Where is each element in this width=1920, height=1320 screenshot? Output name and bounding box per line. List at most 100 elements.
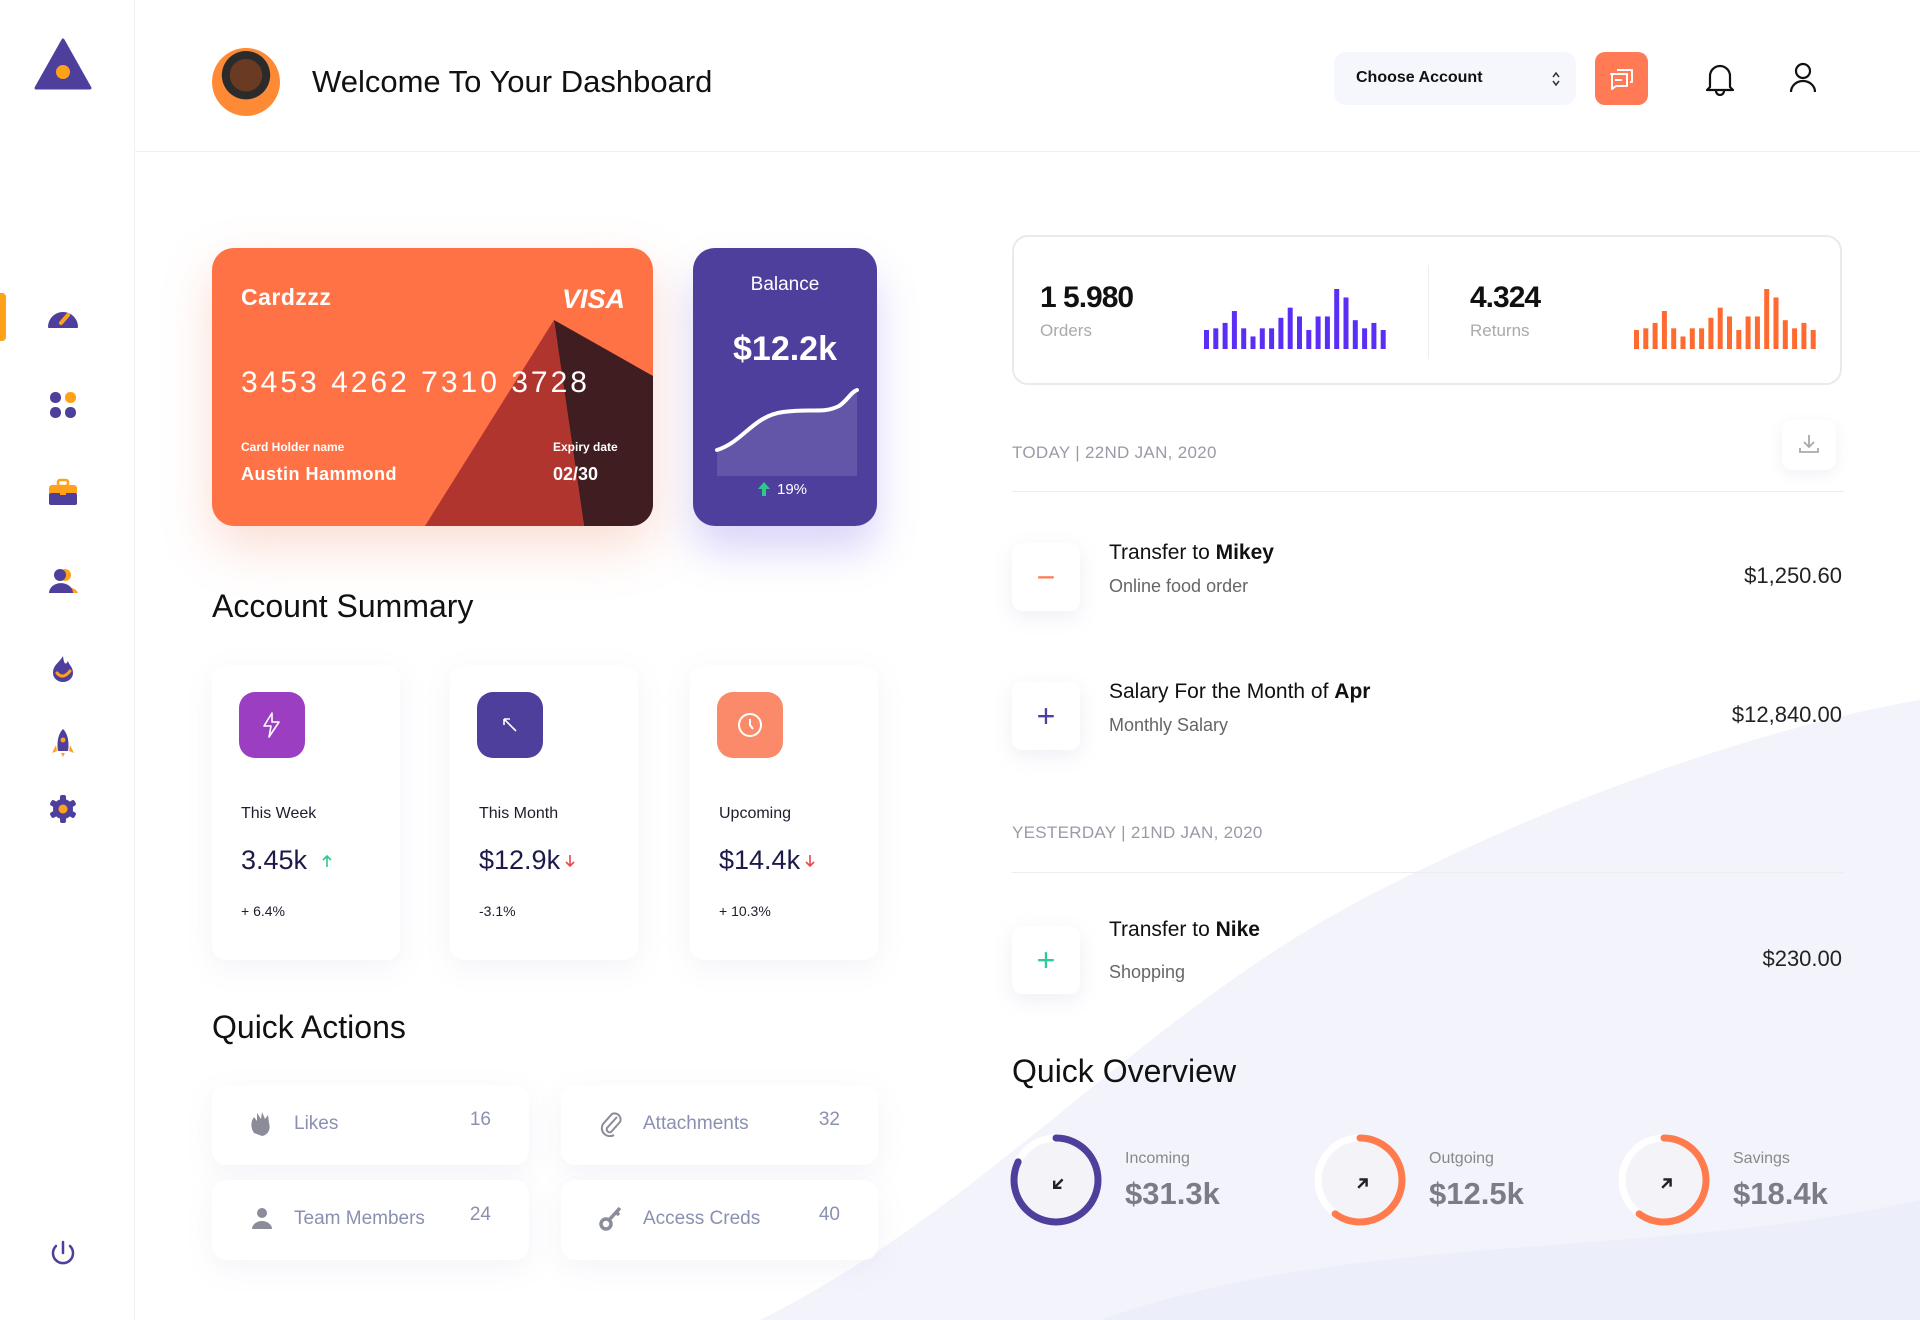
download-button[interactable]: [1782, 420, 1836, 470]
balance-card[interactable]: Balance $12.2k 19%: [693, 248, 877, 526]
progress-arc: [1314, 1134, 1406, 1226]
clap-hands-icon: [251, 1112, 270, 1136]
orders-bar: [1259, 328, 1265, 349]
returns-bar: [1717, 307, 1723, 349]
user-icon[interactable]: [1789, 62, 1817, 94]
quick-action-count: 32: [818, 1109, 840, 1130]
returns-bar: [1689, 328, 1695, 349]
transaction-title-bold: Nike: [1215, 918, 1260, 941]
orders-bar: [1371, 322, 1377, 349]
returns-bar: [1634, 330, 1639, 349]
expiry-label: Expiry date: [553, 440, 618, 454]
overview-value: $18.4k: [1733, 1176, 1828, 1211]
transaction-subtitle: Monthly Salary: [1109, 715, 1229, 735]
orders-value: 1 5.980: [1040, 281, 1134, 314]
card-number: 3453 4262 7310 3728: [241, 366, 590, 399]
trend-down-icon: [565, 855, 575, 868]
summary-value-text: $14.4k: [719, 845, 801, 875]
stats-panel: 1 5.980 Orders 4.324 Returns: [1012, 235, 1842, 385]
summary-card[interactable]: This Week 3.45k + 6.4%: [212, 665, 400, 960]
orders-bar: [1269, 328, 1275, 349]
summary-card[interactable]: This Month $12.9k -3.1%: [450, 665, 638, 960]
summary-card[interactable]: Upcoming $14.4k + 10.3%: [690, 665, 878, 960]
speedometer-icon[interactable]: [47, 301, 79, 333]
summary-value-text: 3.45k: [241, 845, 308, 875]
balance-label: Balance: [750, 274, 820, 295]
page-title: Welcome To Your Dashboard: [312, 64, 713, 99]
balance-value: $12.2k: [733, 330, 837, 368]
apps-grid-icon[interactable]: [47, 389, 79, 421]
power-icon[interactable]: [47, 1238, 79, 1270]
divider: [1012, 491, 1844, 492]
orders-bar: [1204, 330, 1209, 349]
returns-bar: [1801, 322, 1807, 349]
returns-bar: [1680, 336, 1686, 349]
returns-bar: [1773, 297, 1779, 349]
briefcase-icon[interactable]: [47, 477, 79, 509]
quick-action-label: Attachments: [643, 1113, 749, 1134]
plus-icon: +: [1012, 682, 1080, 750]
account-summary-title: Account Summary: [212, 588, 474, 624]
orders-bar: [1222, 322, 1228, 349]
sidebar: [0, 0, 135, 1320]
balance-sparkline: [715, 388, 859, 476]
fire-icon[interactable]: [47, 653, 79, 685]
messages-button[interactable]: [1595, 52, 1648, 105]
account-select-value: Choose Account: [1356, 69, 1483, 86]
quick-action-count: 40: [818, 1204, 840, 1225]
summary-value: 3.45k: [241, 845, 335, 876]
overview-label: Savings: [1733, 1150, 1790, 1167]
transaction-title: Transfer to Mikey: [1109, 541, 1274, 565]
card-pattern: [425, 320, 653, 526]
quick-action-team-members[interactable]: Team Members 24: [212, 1180, 529, 1260]
arrow-down-left-icon: [1053, 1178, 1064, 1190]
returns-value: 4.324: [1470, 281, 1541, 314]
returns-bar: [1699, 328, 1705, 349]
orders-bar: [1352, 320, 1358, 349]
bell-icon[interactable]: [1705, 62, 1735, 96]
account-select[interactable]: Choose Account: [1334, 52, 1576, 105]
arrow-up-right-icon: [1661, 1178, 1672, 1189]
key-icon: [599, 1206, 622, 1231]
credit-card[interactable]: Cardzzz VISA 3453 4262 7310 3728 Card Ho…: [212, 248, 653, 526]
returns-bar: [1736, 330, 1742, 349]
summary-label: Upcoming: [719, 805, 792, 822]
returns-bar: [1652, 322, 1658, 349]
rocket-icon[interactable]: [47, 727, 79, 759]
avatar[interactable]: [212, 48, 280, 116]
returns-bar: [1671, 328, 1677, 349]
quick-actions-title: Quick Actions: [212, 1009, 406, 1045]
quick-action-access-creds[interactable]: Access Creds 40: [561, 1180, 878, 1260]
returns-bar: [1708, 317, 1714, 349]
orders-bar: [1306, 330, 1312, 349]
expiry-date: 02/30: [553, 464, 599, 484]
arrow-up-left-icon: [503, 718, 517, 732]
divider: [1012, 872, 1844, 873]
logo-icon[interactable]: [34, 38, 92, 90]
quick-action-count: 24: [469, 1204, 491, 1225]
plus-icon: +: [1012, 926, 1080, 994]
orders-bar: [1380, 330, 1386, 349]
users-icon[interactable]: [47, 565, 79, 597]
transaction-amount: $230.00: [1762, 946, 1842, 971]
orders-bar: [1278, 317, 1284, 349]
orders-bar: [1334, 289, 1340, 349]
orders-bar: [1362, 328, 1368, 349]
orders-bar: [1343, 297, 1349, 349]
overview-progress-ring: [1314, 1134, 1406, 1226]
transaction-title-prefix: Transfer to: [1109, 541, 1216, 564]
quick-action-attachments[interactable]: Attachments 32: [561, 1085, 878, 1165]
progress-arc: [1618, 1134, 1710, 1226]
summary-change: -3.1%: [479, 903, 516, 919]
orders-bar: [1287, 307, 1293, 349]
quick-action-likes[interactable]: Likes 16: [212, 1085, 529, 1165]
settings-gear-icon[interactable]: [47, 793, 79, 825]
overview-value: $12.5k: [1429, 1176, 1524, 1211]
returns-bar: [1643, 328, 1649, 349]
transaction-title: Transfer to Nike: [1109, 918, 1260, 942]
returns-bar: [1661, 311, 1667, 349]
transaction-subtitle: Shopping: [1109, 962, 1186, 982]
returns-bar: [1754, 316, 1760, 349]
progress-arc: [1010, 1134, 1102, 1226]
chat-icon: [1610, 69, 1633, 90]
